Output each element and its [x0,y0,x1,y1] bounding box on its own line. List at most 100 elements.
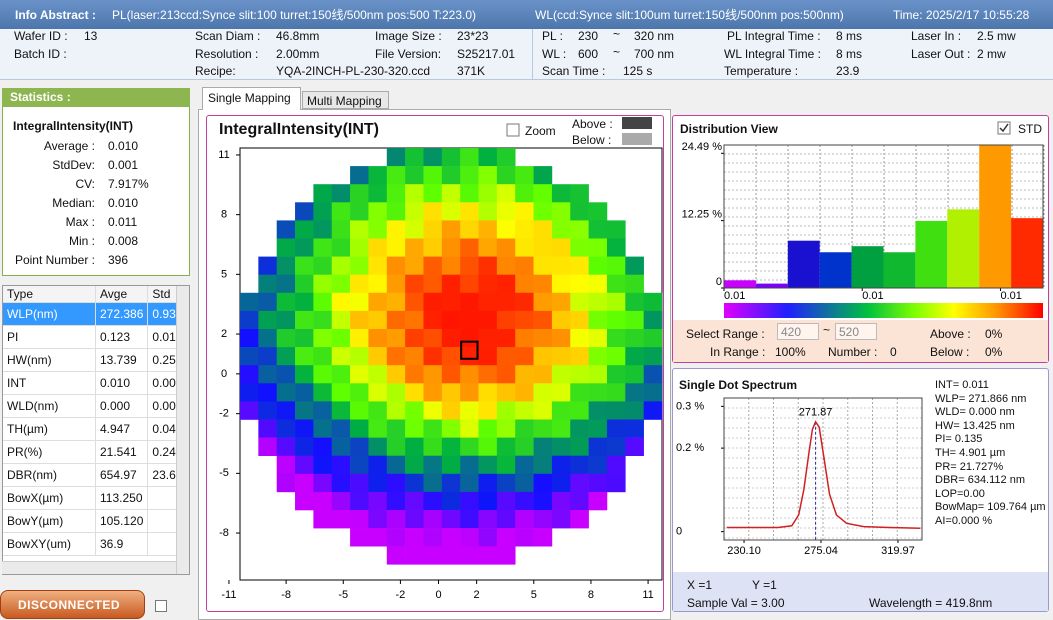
map-cell [441,148,461,167]
map-cell [478,202,498,221]
map-cell [551,383,571,402]
map-cell [405,419,424,438]
recipe-label: Recipe: [195,64,236,78]
map-cell [350,491,369,511]
map-cell [295,419,314,438]
map-cell [423,419,443,438]
map-cell [350,274,369,294]
h-scrollbar[interactable] [2,561,176,574]
map-cell [386,347,406,366]
range-input[interactable] [835,323,877,340]
map-cell [441,437,461,456]
table-row[interactable]: WLD(nm) 0.000 0.00 [3,394,188,418]
map-cell [606,310,626,330]
map-cell [386,546,406,565]
table-cell: PR(%) [3,440,96,464]
map-cell [331,365,351,384]
map-cell [515,365,534,384]
map-cell [423,473,443,493]
map-cell [551,401,571,420]
map-cell [478,365,498,384]
range-input[interactable] [777,323,819,340]
in-label: In Range : [710,345,766,359]
map-cell [606,419,626,438]
map-cell [240,383,259,402]
checkbox[interactable] [997,121,1011,135]
map-cell [533,310,553,330]
map-cell [551,491,571,511]
disconnected-button[interactable] [0,590,145,619]
map-cell [625,292,644,312]
file-size: 371K [457,64,486,78]
map-cell [423,256,443,275]
table-row[interactable]: BowXY(um) 36.9 [3,532,188,556]
map-cell [588,220,608,239]
map-cell [258,274,277,294]
x-tick-label: -2 [396,589,406,601]
map-cell [276,437,296,456]
map-cell [295,455,314,475]
map-cell [295,401,314,420]
table-row[interactable]: PR(%) 21.541 0.24 [3,440,188,464]
map-cell [478,292,498,312]
map-cell [478,528,498,547]
map-cell [368,310,388,330]
image-size: 23*23 [457,29,489,43]
x: X =1 [687,578,713,592]
map-cell [643,310,663,330]
tab[interactable] [302,91,389,109]
map-cell [441,383,461,402]
map-cell [643,329,663,348]
map-cell [551,365,571,384]
table-row[interactable]: HW(nm) 13.739 0.25 [3,348,188,372]
map-cell [533,491,553,511]
tab[interactable] [202,87,301,110]
map-cell [570,419,589,438]
recipe: YQA-2INCH-PL-230-320.ccd [276,64,431,78]
map-cell [276,401,296,420]
map-cell [496,329,516,348]
button: DISCONNECTED [18,598,121,612]
map-cell [533,473,553,493]
table-row[interactable]: BowY(µm) 105.120 [3,509,188,533]
params-table: Type Avge Std WLP(nm) 272.386 0.93 PI 0.123 0.01… [2,285,190,575]
map-cell [570,220,589,239]
map-cell [460,274,479,294]
label: Point Number : [14,253,95,267]
x-tick-label: 8 [588,589,594,601]
checkbox[interactable] [506,123,520,137]
map-cell [240,365,259,384]
plot-frame [723,144,1044,289]
map-cell [460,238,479,257]
table-row[interactable]: BowX(µm) 113.250 [3,486,188,510]
map-cell [350,166,369,185]
checkbox[interactable] [155,600,167,612]
map-cell [405,473,424,493]
map-cell [588,274,608,294]
map-cell [570,292,589,312]
map-cell [405,292,424,312]
to: 520 [839,325,860,339]
scrollbar[interactable] [176,286,189,574]
map-cell [350,365,369,384]
value: 0.010 [108,139,139,153]
plot-frame [723,397,923,541]
map-cell [588,455,608,475]
wl-int: 8 ms [836,47,863,61]
map-cell [313,419,333,438]
table-row[interactable]: WLP(nm) 272.386 0.93 [3,302,188,326]
map-cell [350,292,369,312]
map-cell [533,419,553,438]
map-cell [276,419,296,438]
y-tick-label: 0.3 % [676,400,704,412]
map-cell [441,220,461,239]
table-cell: TH(µm) [3,417,96,441]
table-row[interactable]: PI 0.123 0.01 [3,325,188,349]
map-cell [588,437,608,456]
label: CV: [75,177,95,191]
map-cell [515,455,534,475]
map-cell [313,437,333,456]
map-cell [350,238,369,257]
image-size-label: Image Size : [375,29,442,43]
